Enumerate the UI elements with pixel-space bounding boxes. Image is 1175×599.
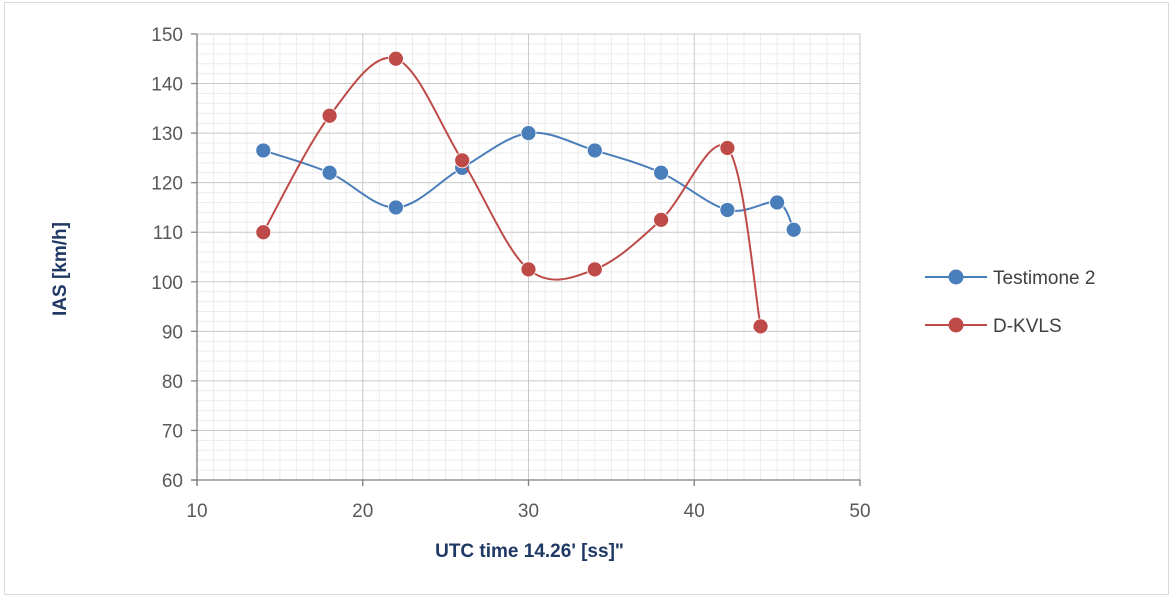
legend-marker-testimone-2 bbox=[948, 269, 964, 285]
legend-label-testimone-2: Testimone 2 bbox=[993, 268, 1095, 289]
y-tick-label: 140 bbox=[151, 75, 183, 96]
data-point-testimone-2 bbox=[785, 221, 802, 238]
axes bbox=[191, 33, 861, 486]
data-point-d-kvls bbox=[586, 261, 603, 278]
y-tick-label: 130 bbox=[151, 124, 183, 145]
x-tick-label: 20 bbox=[352, 501, 373, 522]
y-tick-label: 100 bbox=[151, 273, 183, 294]
chart-frame bbox=[4, 2, 1169, 595]
y-axis-title: IAS [km/h] bbox=[50, 222, 71, 316]
legend: Testimone 2 D-KVLS bbox=[925, 268, 1095, 337]
data-point-d-kvls bbox=[653, 211, 669, 228]
x-tick-labels: 10 20 30 40 50 bbox=[186, 501, 870, 522]
major-gridlines bbox=[197, 33, 861, 480]
y-tick-label: 70 bbox=[162, 421, 183, 442]
x-tick-label: 10 bbox=[186, 501, 207, 522]
x-tick-label: 30 bbox=[518, 501, 539, 522]
y-tick-labels: 60 70 80 90 100 110 120 130 140 150 bbox=[151, 25, 183, 492]
series-d-kvls bbox=[255, 50, 769, 335]
data-point-testimone-2 bbox=[255, 142, 272, 159]
data-point-testimone-2 bbox=[719, 202, 736, 218]
data-point-testimone-2 bbox=[520, 125, 537, 142]
data-point-testimone-2 bbox=[321, 164, 338, 181]
y-tick-label: 150 bbox=[151, 25, 183, 46]
legend-marker-d-kvls bbox=[948, 317, 964, 333]
data-point-d-kvls bbox=[321, 107, 338, 124]
y-tick-label: 90 bbox=[162, 322, 183, 343]
data-point-testimone-2 bbox=[653, 164, 669, 181]
y-tick-label: 80 bbox=[162, 372, 183, 393]
series bbox=[255, 50, 802, 335]
legend-item-testimone-2: Testimone 2 bbox=[925, 268, 1095, 289]
data-point-d-kvls bbox=[520, 261, 537, 278]
x-axis-title: UTC time 14.26' [ss]" bbox=[435, 541, 624, 562]
data-point-testimone-2 bbox=[586, 142, 603, 159]
y-tick-label: 120 bbox=[151, 174, 183, 195]
data-point-testimone-2 bbox=[769, 194, 786, 211]
x-tick-label: 50 bbox=[849, 501, 870, 522]
x-tick-label: 40 bbox=[684, 501, 705, 522]
data-point-d-kvls bbox=[255, 224, 272, 241]
data-point-d-kvls bbox=[454, 152, 471, 169]
data-point-d-kvls bbox=[752, 318, 769, 335]
y-tick-label: 60 bbox=[162, 471, 183, 492]
legend-item-d-kvls: D-KVLS bbox=[925, 316, 1062, 337]
legend-label-d-kvls: D-KVLS bbox=[993, 316, 1062, 337]
y-tick-label: 110 bbox=[153, 223, 183, 244]
data-point-testimone-2 bbox=[387, 199, 404, 216]
series-line-testimone-2 bbox=[262, 131, 795, 231]
data-point-d-kvls bbox=[387, 50, 404, 67]
data-point-d-kvls bbox=[719, 140, 736, 156]
series-testimone-2 bbox=[255, 125, 802, 238]
